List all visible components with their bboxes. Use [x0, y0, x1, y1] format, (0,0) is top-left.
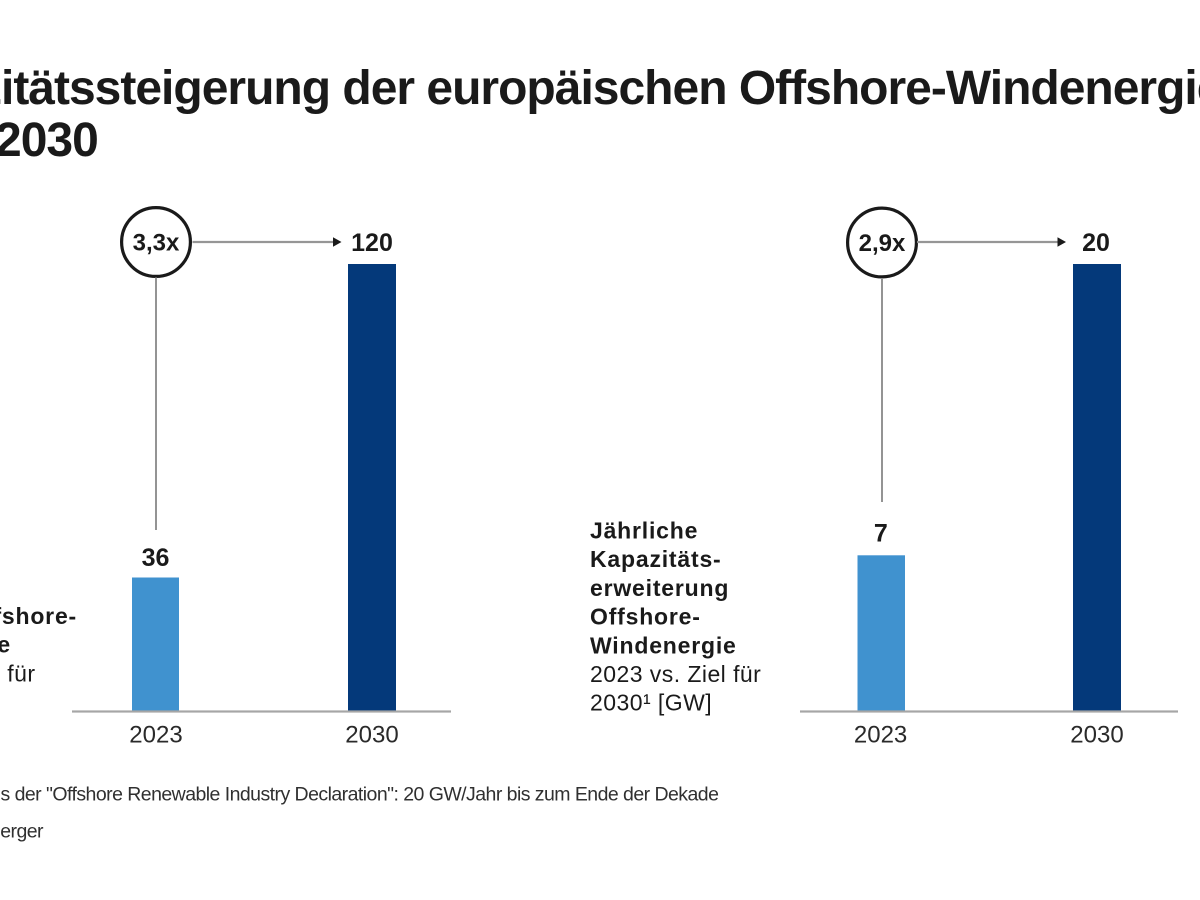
- svg-text:s der "Offshore Renewable Indu: s der "Offshore Renewable Industry Decla…: [1, 784, 719, 806]
- svg-text:Windenergie: Windenergie: [590, 632, 737, 658]
- svg-text:Kapazitäts-: Kapazitäts-: [590, 546, 722, 572]
- svg-text:36: 36: [142, 544, 170, 572]
- svg-text:120: 120: [351, 229, 393, 257]
- svg-text:2,9x: 2,9x: [859, 230, 906, 257]
- svg-text:Kapazität Offshore-: Kapazität Offshore-: [0, 603, 77, 629]
- svg-text:Berger: Berger: [0, 821, 44, 843]
- svg-text:erweiterung: erweiterung: [590, 575, 729, 601]
- svg-text:Offshore-: Offshore-: [590, 603, 701, 629]
- svg-text:Kapazitätssteigerung der europ: Kapazitätssteigerung der europäischen Of…: [0, 62, 1200, 115]
- svg-text:2023: 2023: [854, 722, 907, 749]
- svg-text:2023: 2023: [129, 722, 182, 749]
- svg-text:3,3x: 3,3x: [133, 230, 180, 257]
- svg-text:2030: 2030: [345, 722, 398, 749]
- svg-text:2030¹ [GW]: 2030¹ [GW]: [590, 689, 712, 715]
- svg-text:2023 vs. Ziel für: 2023 vs. Ziel für: [590, 661, 761, 687]
- svg-text:2030: 2030: [1070, 722, 1123, 749]
- svg-text:20: 20: [1082, 229, 1110, 257]
- svg-text:Windenergie: Windenergie: [0, 632, 11, 658]
- svg-text:Jährliche: Jährliche: [590, 517, 698, 543]
- svg-text:2023 vs. Ziel für: 2023 vs. Ziel für: [0, 660, 36, 686]
- svg-text:7: 7: [874, 520, 888, 548]
- svg-text:2030: 2030: [0, 114, 98, 167]
